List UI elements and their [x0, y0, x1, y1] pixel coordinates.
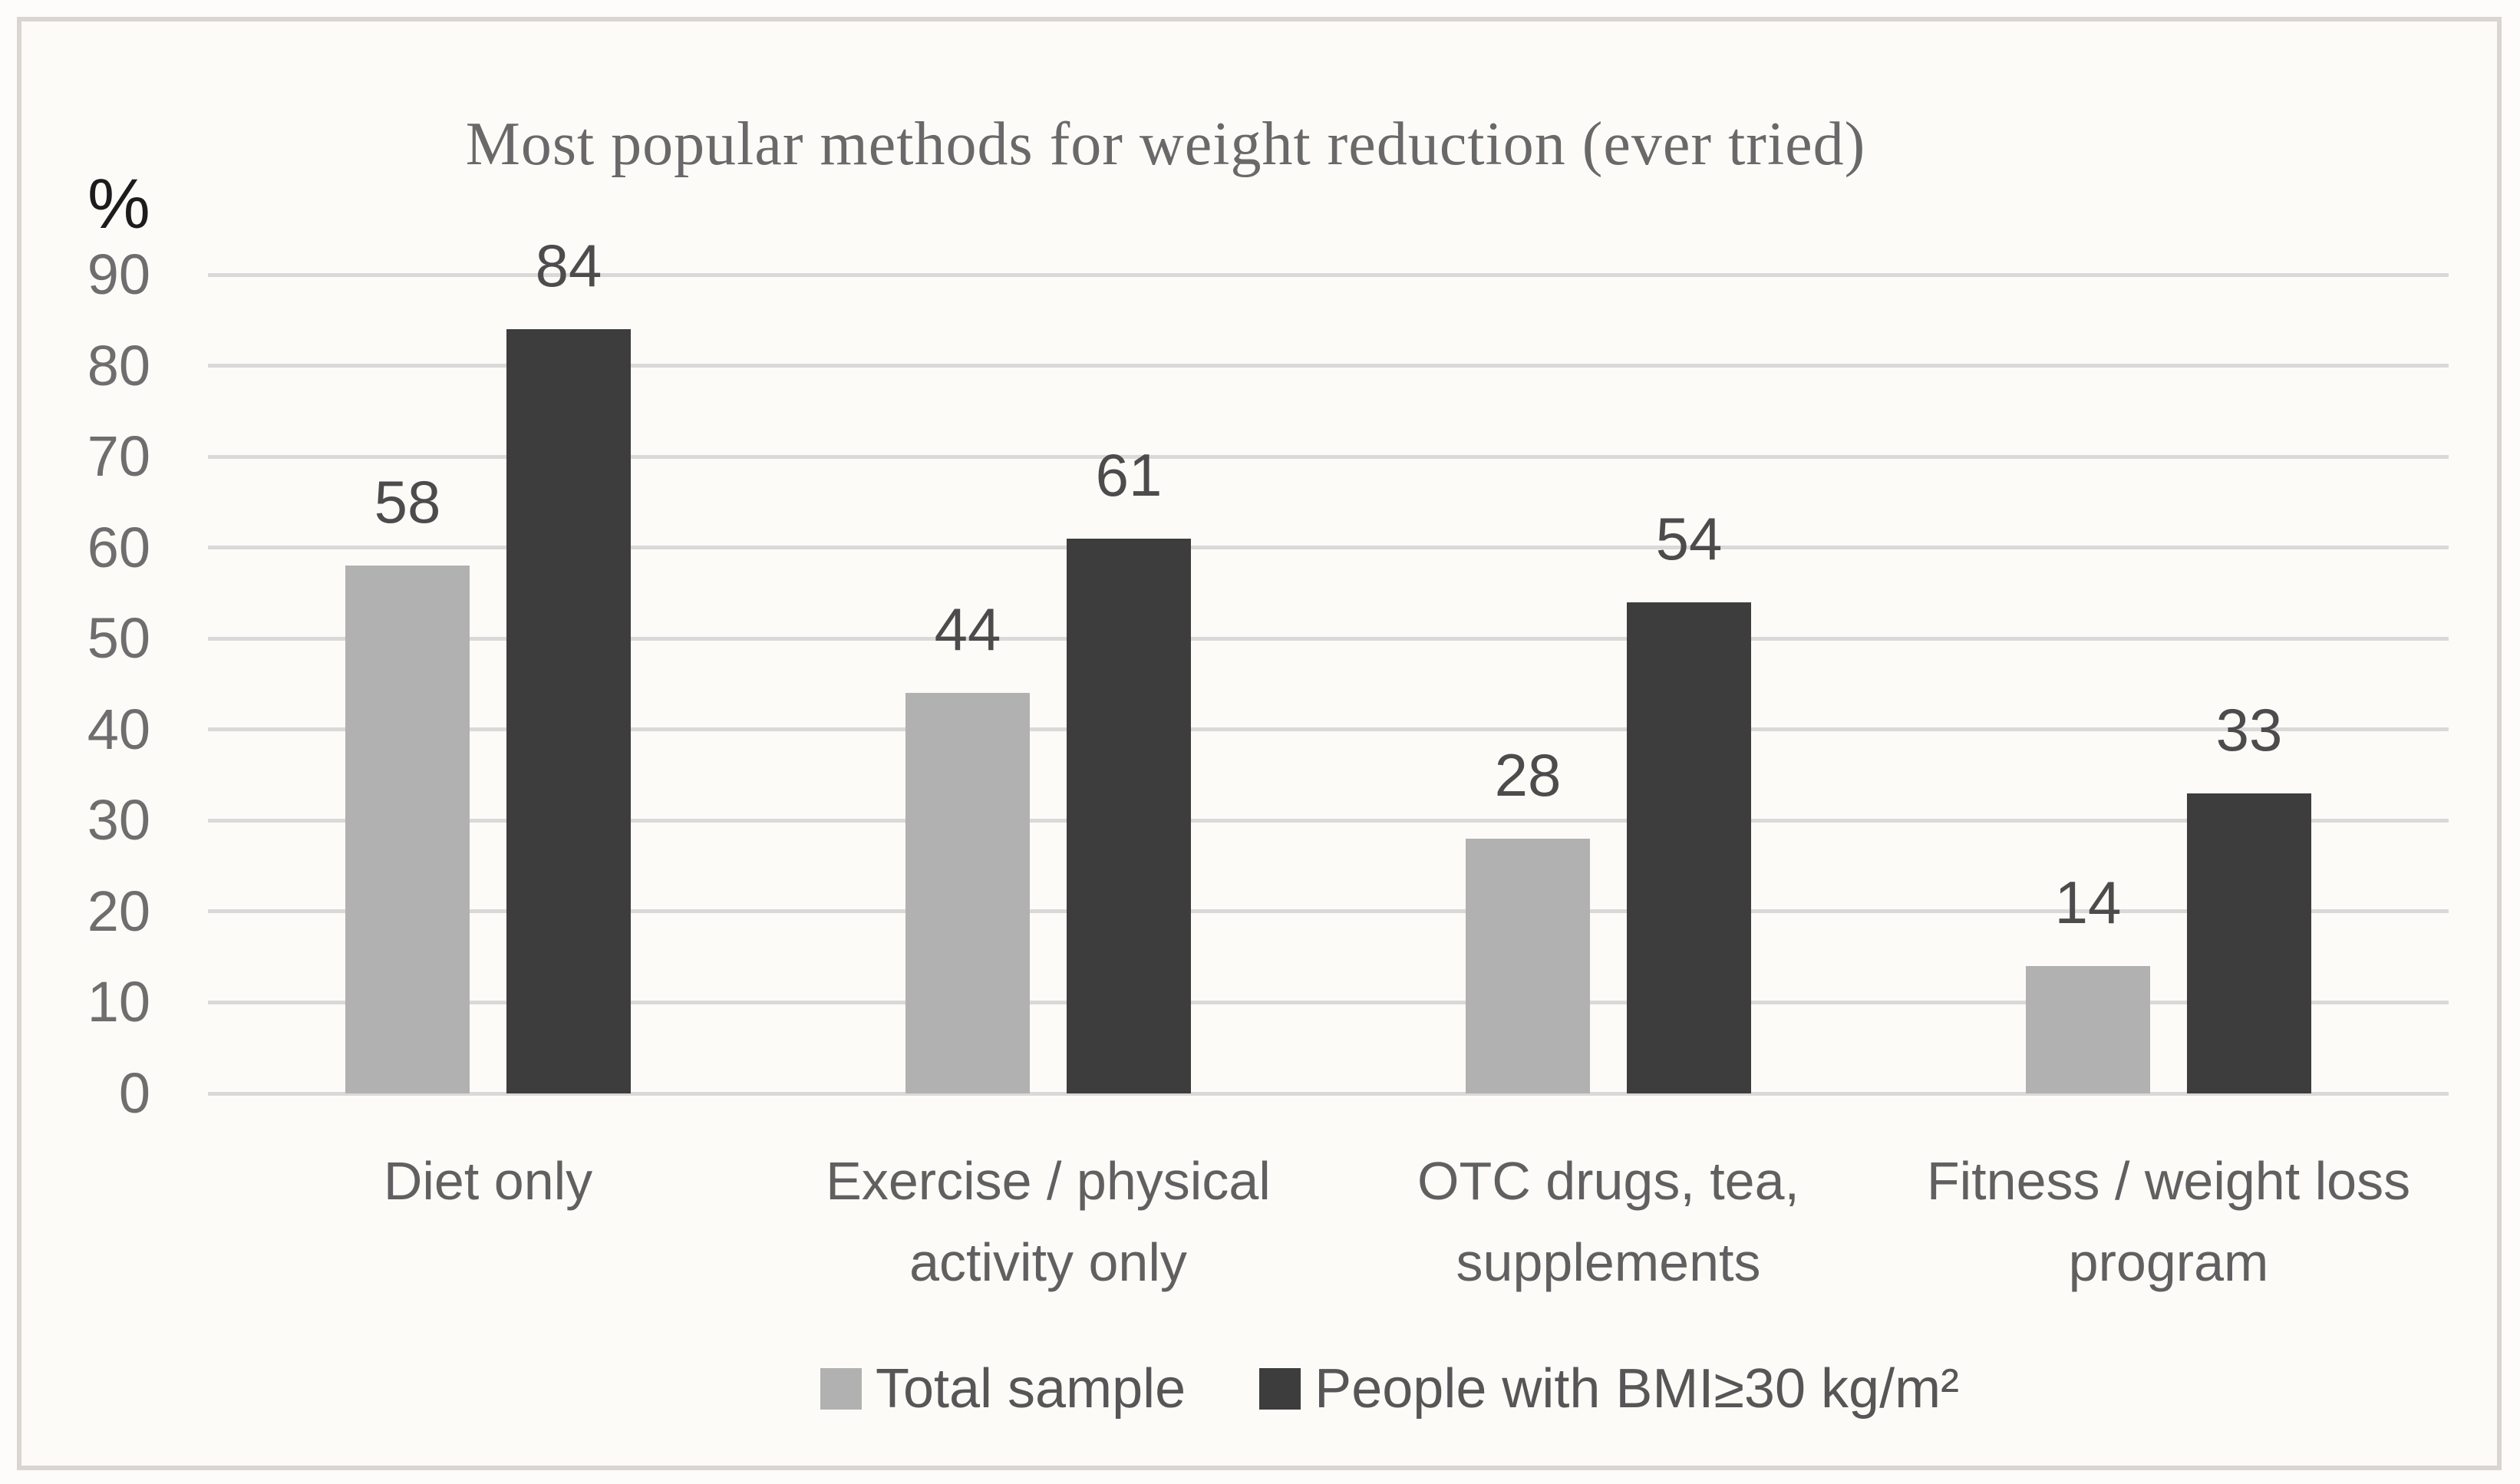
- bar-value-label: 28: [1494, 741, 1562, 810]
- bar-value-label: 33: [2215, 695, 2283, 763]
- y-tick-label: 70: [87, 424, 150, 489]
- gridline: [208, 727, 2449, 732]
- bar-value-label: 44: [934, 595, 1001, 664]
- bar-bmi-over-30: [2187, 793, 2311, 1093]
- bar-value-label: 54: [1655, 504, 1723, 572]
- bar-total-sample: [2026, 966, 2150, 1093]
- legend-label: People with BMI≥30 kg/m²: [1314, 1358, 1960, 1420]
- bar-total-sample: [1466, 839, 1590, 1093]
- bar-value-label: 58: [374, 468, 441, 536]
- y-tick-label: 90: [87, 242, 150, 306]
- y-tick-label: 60: [87, 515, 150, 579]
- bar-value-label: 61: [1095, 440, 1163, 509]
- chart-title: Most popular methods for weight reductio…: [465, 110, 1866, 178]
- gridline: [208, 818, 2449, 823]
- bar-value-label: 14: [2054, 869, 2122, 937]
- legend-swatch: [820, 1368, 862, 1410]
- x-category-label: OTC drugs, tea, supplements: [1417, 1151, 1799, 1293]
- y-tick-label: 30: [87, 788, 150, 852]
- legend-item: Total sample: [820, 1358, 1186, 1420]
- gridline: [208, 909, 2449, 914]
- y-tick-label: 20: [87, 879, 150, 943]
- y-tick-label: 80: [87, 333, 150, 397]
- bar-bmi-over-30: [506, 329, 631, 1093]
- bar-total-sample: [905, 693, 1030, 1093]
- gridline: [208, 454, 2449, 459]
- x-category-label: Exercise / physical activity only: [826, 1151, 1271, 1293]
- bar-total-sample: [345, 566, 470, 1093]
- y-tick-label: 40: [87, 697, 150, 761]
- gridline: [208, 1000, 2449, 1004]
- bar-value-label: 84: [535, 232, 602, 300]
- gridline: [208, 636, 2449, 641]
- y-axis-unit-label: %: [87, 165, 150, 243]
- bar-bmi-over-30: [1627, 602, 1751, 1093]
- legend-item: People with BMI≥30 kg/m²: [1259, 1358, 1959, 1420]
- gridline: [208, 364, 2449, 368]
- x-category-label: Fitness / weight loss program: [1926, 1151, 2411, 1293]
- y-tick-label: 0: [118, 1061, 150, 1125]
- y-tick-label: 10: [87, 970, 150, 1034]
- gridline: [208, 272, 2449, 277]
- chart-frame: Most popular methods for weight reductio…: [17, 17, 2502, 1470]
- legend-label: Total sample: [875, 1358, 1186, 1420]
- bar-bmi-over-30: [1067, 538, 1191, 1093]
- gridline: [208, 546, 2449, 550]
- legend: Total sample People with BMI≥30 kg/m²: [269, 1358, 2510, 1420]
- legend-swatch: [1259, 1368, 1301, 1410]
- gridline: [208, 1091, 2449, 1096]
- x-category-label: Diet only: [383, 1151, 593, 1211]
- plot-area: 58 84 44 61 28 54 14 33: [208, 236, 2449, 1096]
- y-tick-label: 50: [87, 606, 150, 671]
